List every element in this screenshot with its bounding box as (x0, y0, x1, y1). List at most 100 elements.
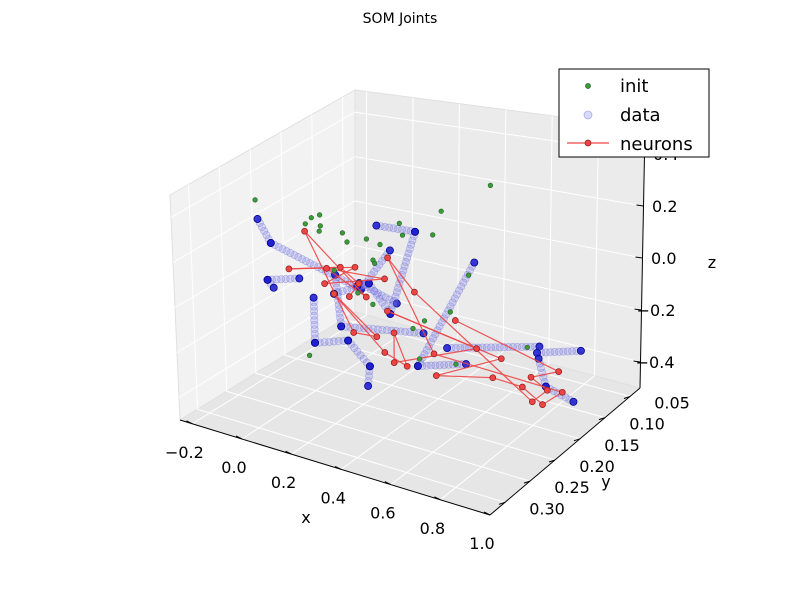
x-tick-label: 0.8 (420, 519, 445, 538)
y-tick-label: 0.05 (654, 393, 690, 412)
data-point (568, 347, 577, 356)
neurons-series (285, 227, 566, 408)
data-point (555, 347, 563, 356)
legend-init-marker (585, 83, 591, 89)
neuron-link (387, 257, 435, 355)
neuron-point (519, 383, 526, 391)
data-point (382, 326, 391, 335)
data-point (311, 338, 319, 347)
init-series (252, 182, 530, 367)
data-series (253, 215, 585, 406)
chart-title: SOM Joints (363, 11, 438, 27)
neuron-point (390, 359, 398, 366)
y-tick-label: 0.25 (554, 478, 590, 497)
init-point (487, 182, 494, 188)
data-point (295, 274, 304, 283)
neuron-point (321, 280, 328, 287)
neuron-point (403, 362, 411, 370)
data-point (365, 362, 374, 371)
neuron-link (304, 230, 367, 298)
init-point (339, 230, 346, 236)
legend-neurons-label: neurons (620, 134, 693, 155)
data-point (286, 249, 295, 258)
data-point (269, 283, 278, 292)
data-point (399, 266, 408, 275)
data-point (407, 240, 416, 249)
y-grid-line (280, 131, 581, 440)
y-grid-line (218, 166, 531, 482)
init-point (447, 309, 453, 315)
legend-data-marker (583, 110, 593, 120)
y-axis-label: y (601, 472, 610, 491)
init-point (438, 208, 444, 214)
y-tick-mark (523, 480, 531, 484)
neuron-point (350, 329, 358, 336)
neuron-point (432, 372, 440, 379)
neuron-point (390, 329, 398, 337)
data-point (266, 239, 275, 247)
data-point (372, 290, 381, 299)
init-point (317, 223, 323, 229)
init-point (416, 356, 423, 362)
init-point (377, 241, 383, 248)
init-point (453, 361, 459, 367)
neuron-point (384, 307, 391, 315)
x-tick-mark (483, 511, 491, 516)
neuron-point (451, 317, 459, 324)
x-grid-line (340, 109, 507, 470)
data-point (282, 247, 291, 256)
data-point (309, 293, 318, 302)
neuron-point (555, 368, 563, 375)
y-grid-line (188, 184, 506, 503)
x-axis-ticks: −0.2 0.0 0.2 0.4 0.6 0.8 1.0 (165, 420, 495, 553)
data-point (365, 372, 373, 381)
data-point (377, 291, 386, 300)
z-tick-mark (633, 360, 641, 363)
x-tick-mark (235, 435, 243, 440)
x-grid-line (291, 103, 460, 455)
init-point (370, 301, 376, 308)
init-point (308, 215, 314, 221)
data-point (310, 307, 319, 316)
data-point (380, 223, 389, 231)
y-grid-line (342, 96, 631, 397)
neuron-point (285, 265, 293, 273)
init-point (421, 318, 428, 324)
data-point (310, 329, 319, 338)
data-point (336, 313, 345, 322)
z-tick-label: 0.0 (651, 249, 676, 268)
legend-data-label: data (620, 105, 661, 126)
data-point (569, 397, 578, 406)
data-point (329, 337, 338, 346)
neuron-point (527, 373, 535, 381)
x-tick-mark (434, 496, 441, 501)
init-point (331, 267, 337, 274)
neuron-point (528, 398, 536, 406)
legend-box (558, 68, 710, 158)
x-tick-mark (384, 481, 392, 486)
neuron-point (558, 388, 566, 396)
neuron-point (430, 350, 438, 358)
data-point (448, 298, 457, 307)
z-tick-mark (636, 204, 644, 207)
data-point (310, 316, 319, 325)
data-point (402, 226, 411, 235)
x-tick-label: 0.0 (221, 458, 246, 477)
data-point (364, 382, 373, 390)
data-point (546, 348, 555, 357)
data-point (437, 318, 446, 327)
data-point (370, 287, 379, 296)
data-point (334, 337, 343, 346)
data-point (258, 223, 266, 231)
data-point (435, 361, 444, 370)
init-point (372, 260, 378, 267)
data-point (378, 325, 387, 334)
data-point (561, 393, 570, 402)
neuron-point (473, 345, 480, 352)
neuron-link (333, 293, 386, 353)
data-point (455, 286, 464, 295)
x-tick-mark (285, 450, 292, 455)
x-grid-line (440, 121, 600, 501)
init-point (363, 236, 370, 242)
x-tick-label: 0.4 (320, 488, 345, 507)
